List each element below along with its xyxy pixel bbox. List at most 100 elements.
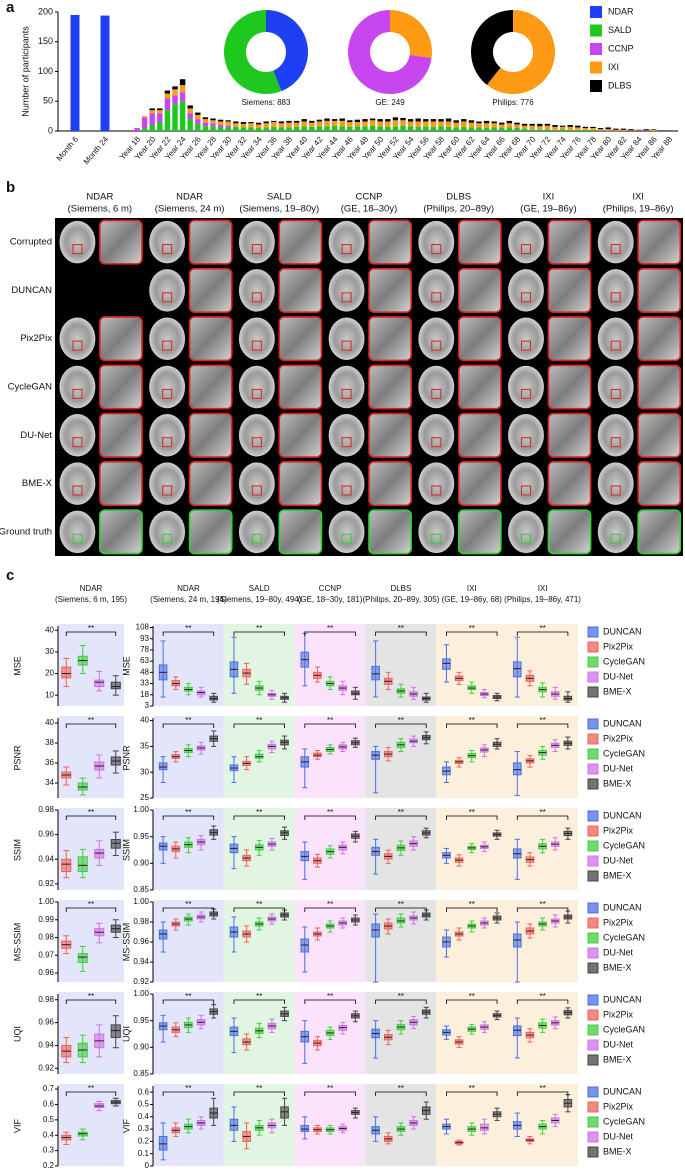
bar-segment xyxy=(521,128,528,131)
bar-segment xyxy=(552,126,558,130)
bar-segment xyxy=(658,130,665,131)
dataset-detail: (GE, 18–30y, 181) xyxy=(298,595,363,604)
bar-segment xyxy=(278,123,285,128)
significance-label: ** xyxy=(88,808,94,817)
dataset-background xyxy=(153,992,224,1074)
y-tick-label: 3 xyxy=(145,701,150,710)
bar-segment xyxy=(255,122,262,125)
bar-segment xyxy=(514,122,520,125)
significance-bracket xyxy=(375,1091,427,1096)
roi-box xyxy=(341,292,352,303)
legend-swatch xyxy=(587,917,599,929)
zoom-image xyxy=(188,509,233,555)
bar-segment xyxy=(559,126,566,130)
zoom-image xyxy=(368,509,412,555)
bar-segment xyxy=(202,119,209,123)
bar-segment xyxy=(164,110,171,131)
column-detail: (Philips, 20–89y) xyxy=(423,204,494,215)
bar-segment xyxy=(514,128,520,131)
roi-box xyxy=(162,485,173,496)
bar-segment xyxy=(544,129,551,131)
bar-segment xyxy=(628,129,634,131)
significance-bracket xyxy=(65,1091,117,1096)
significance-label: ** xyxy=(185,808,191,817)
brain-thumbnail xyxy=(508,462,544,505)
y-tick-label: 0.3 xyxy=(43,1146,55,1155)
legend-swatch xyxy=(587,810,599,822)
bar-segment xyxy=(339,120,345,127)
dataset-detail: (Siemens, 19–80y, 494) xyxy=(217,595,302,604)
legend-label: DUNCAN xyxy=(603,718,642,728)
bar-segment xyxy=(590,128,596,130)
brain-thumbnail xyxy=(597,365,634,409)
significance-label: ** xyxy=(398,808,404,817)
bar-segment xyxy=(461,119,467,122)
zoom-image xyxy=(188,412,233,458)
bar-segment xyxy=(316,119,323,122)
bar-segment xyxy=(164,93,171,99)
significance-label: ** xyxy=(185,716,191,725)
y-tick-label: 0.4 xyxy=(43,1130,55,1139)
y-tick-label: 0.2 xyxy=(138,1136,150,1145)
panel-letter: a xyxy=(6,0,15,16)
significance-label: ** xyxy=(398,992,404,1001)
legend-label: CycleGAN xyxy=(603,840,645,850)
significance-label: ** xyxy=(469,900,475,909)
bar-segment xyxy=(597,130,604,131)
roi-box xyxy=(341,388,352,399)
significance-bracket xyxy=(446,907,498,912)
significance-bracket xyxy=(233,631,285,636)
roi-box xyxy=(162,244,173,255)
legend-swatch xyxy=(587,902,599,914)
brain-thumbnail xyxy=(149,269,186,312)
zoom-image xyxy=(368,267,412,313)
bar-segment xyxy=(590,129,596,131)
x-tick-label: Month 24 xyxy=(82,134,111,166)
legend-label: Pix2Pix xyxy=(603,1009,634,1019)
bar-segment xyxy=(506,127,513,131)
legend-label: DU-Net xyxy=(603,947,634,957)
y-tick-label: 0.1 xyxy=(138,1149,150,1158)
bar-segment xyxy=(552,125,558,127)
pie-slice xyxy=(471,10,513,85)
legend-swatch xyxy=(587,994,599,1006)
significance-bracket xyxy=(233,907,285,912)
y-tick-label: 0.90 xyxy=(133,1042,149,1051)
bar-segment xyxy=(179,92,186,102)
bar-segment xyxy=(445,121,452,127)
legend-swatch xyxy=(590,43,602,55)
bar-segment xyxy=(233,121,239,124)
dataset-background xyxy=(58,1084,124,1166)
significance-bracket xyxy=(162,723,215,728)
bar-segment xyxy=(240,122,247,124)
significance-label: ** xyxy=(185,992,191,1001)
brain-thumbnail xyxy=(149,510,186,554)
legend-label: CycleGAN xyxy=(603,1116,645,1126)
bar-segment xyxy=(461,126,467,131)
brain-thumbnail xyxy=(597,462,634,505)
roi-box xyxy=(521,533,532,544)
bar-segment xyxy=(590,126,596,129)
roi-box xyxy=(72,340,83,351)
legend-label: DUNCAN xyxy=(603,994,642,1004)
bar-segment xyxy=(385,126,391,131)
box xyxy=(77,953,88,963)
bar-segment xyxy=(430,126,437,131)
zoom-image xyxy=(637,316,682,362)
roi-box xyxy=(251,340,262,351)
bar-segment xyxy=(400,120,406,126)
bar-segment xyxy=(293,120,300,123)
zoom-image xyxy=(278,461,323,507)
roi-box xyxy=(431,533,442,544)
bar-segment xyxy=(271,122,277,127)
row-label: BME-X xyxy=(22,478,53,489)
y-tick-label: 40 xyxy=(45,625,54,634)
y-tick-label: 0 xyxy=(145,1161,150,1170)
zoom-image xyxy=(368,364,412,410)
significance-label: ** xyxy=(185,1084,191,1093)
y-tick-label: 0.5 xyxy=(138,1100,150,1109)
significance-bracket xyxy=(65,723,117,728)
bar-segment xyxy=(248,127,254,131)
bar-segment xyxy=(324,118,330,121)
bar-segment xyxy=(240,123,247,128)
